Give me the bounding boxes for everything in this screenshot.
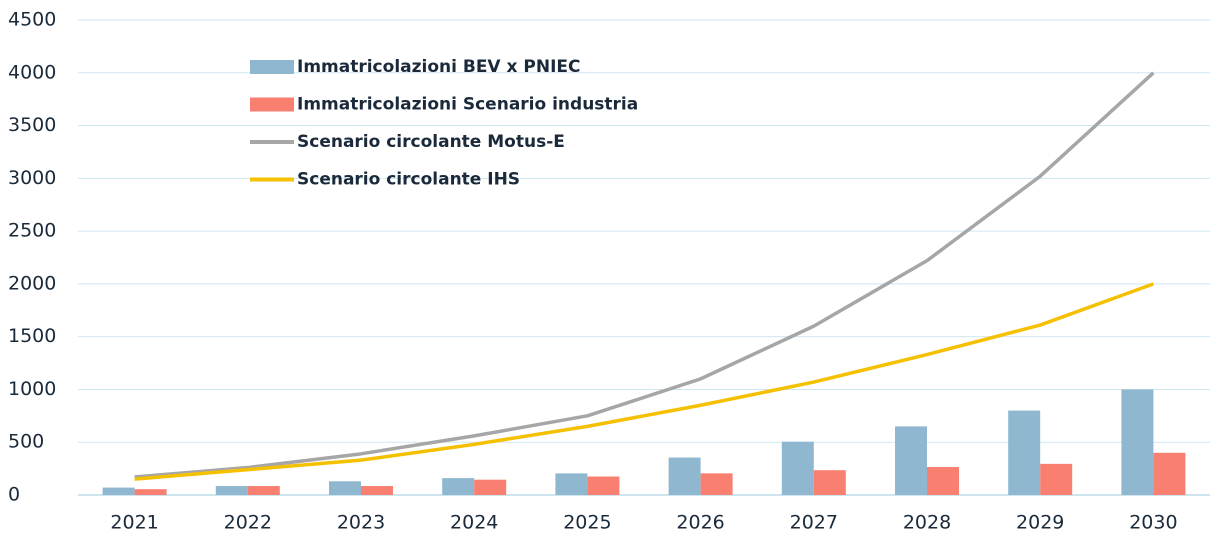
y-tick-label: 3500 bbox=[8, 114, 56, 136]
bar bbox=[474, 479, 507, 495]
bar bbox=[442, 478, 475, 495]
bar bbox=[587, 476, 620, 495]
x-tick-label: 2028 bbox=[903, 512, 951, 534]
bar bbox=[329, 481, 361, 495]
bar bbox=[927, 467, 959, 495]
legend-item: Immatricolazioni BEV x PNIEC bbox=[250, 57, 581, 77]
legend-label: Scenario circolante IHS bbox=[297, 170, 520, 190]
bar bbox=[895, 426, 927, 495]
x-tick-label: 2025 bbox=[563, 512, 611, 534]
y-tick-label: 4500 bbox=[8, 9, 56, 31]
bar bbox=[781, 441, 814, 495]
y-tick-label: 3000 bbox=[8, 167, 56, 189]
y-tick-label: 2500 bbox=[8, 220, 56, 242]
bar bbox=[668, 457, 701, 495]
x-tick-label: 2023 bbox=[337, 512, 385, 534]
x-tick-label: 2030 bbox=[1129, 512, 1177, 534]
bar bbox=[1153, 452, 1186, 495]
bar bbox=[134, 489, 167, 495]
bar bbox=[700, 473, 733, 495]
y-tick-label: 0 bbox=[8, 484, 20, 506]
x-tick-label: 2022 bbox=[224, 512, 272, 534]
bar bbox=[102, 487, 135, 495]
legend-item: Scenario circolante Motus-E bbox=[250, 132, 565, 152]
bar bbox=[813, 470, 846, 495]
x-tick-label: 2021 bbox=[110, 512, 158, 534]
legend-label: Immatricolazioni BEV x PNIEC bbox=[297, 57, 581, 77]
bar bbox=[1008, 410, 1041, 495]
bar bbox=[215, 486, 248, 495]
bar bbox=[1040, 463, 1073, 495]
bar bbox=[1121, 389, 1154, 495]
bar bbox=[247, 486, 280, 495]
line-series bbox=[134, 282, 1154, 481]
bar bbox=[361, 486, 393, 495]
y-tick-label: 500 bbox=[8, 431, 44, 453]
bar bbox=[555, 473, 588, 495]
x-tick-label: 2029 bbox=[1016, 512, 1064, 534]
y-tick-label: 2000 bbox=[8, 272, 56, 294]
line-series bbox=[134, 71, 1155, 479]
legend-item: Immatricolazioni Scenario industria bbox=[250, 95, 638, 115]
x-tick-label: 2024 bbox=[450, 512, 498, 534]
legend-label: Immatricolazioni Scenario industria bbox=[297, 95, 638, 115]
x-tick-label: 2026 bbox=[676, 512, 724, 534]
x-tick-label: 2027 bbox=[790, 512, 838, 534]
legend-item: Scenario circolante IHS bbox=[250, 170, 520, 190]
legend: Immatricolazioni BEV x PNIEC Immatricolaz… bbox=[250, 57, 638, 190]
legend-swatch bbox=[250, 97, 294, 112]
y-tick-label: 1000 bbox=[8, 378, 56, 400]
legend-swatch bbox=[250, 60, 294, 74]
y-tick-label: 4000 bbox=[8, 61, 56, 83]
legend-label: Scenario circolante Motus-E bbox=[297, 132, 565, 152]
y-tick-label: 1500 bbox=[8, 325, 56, 347]
